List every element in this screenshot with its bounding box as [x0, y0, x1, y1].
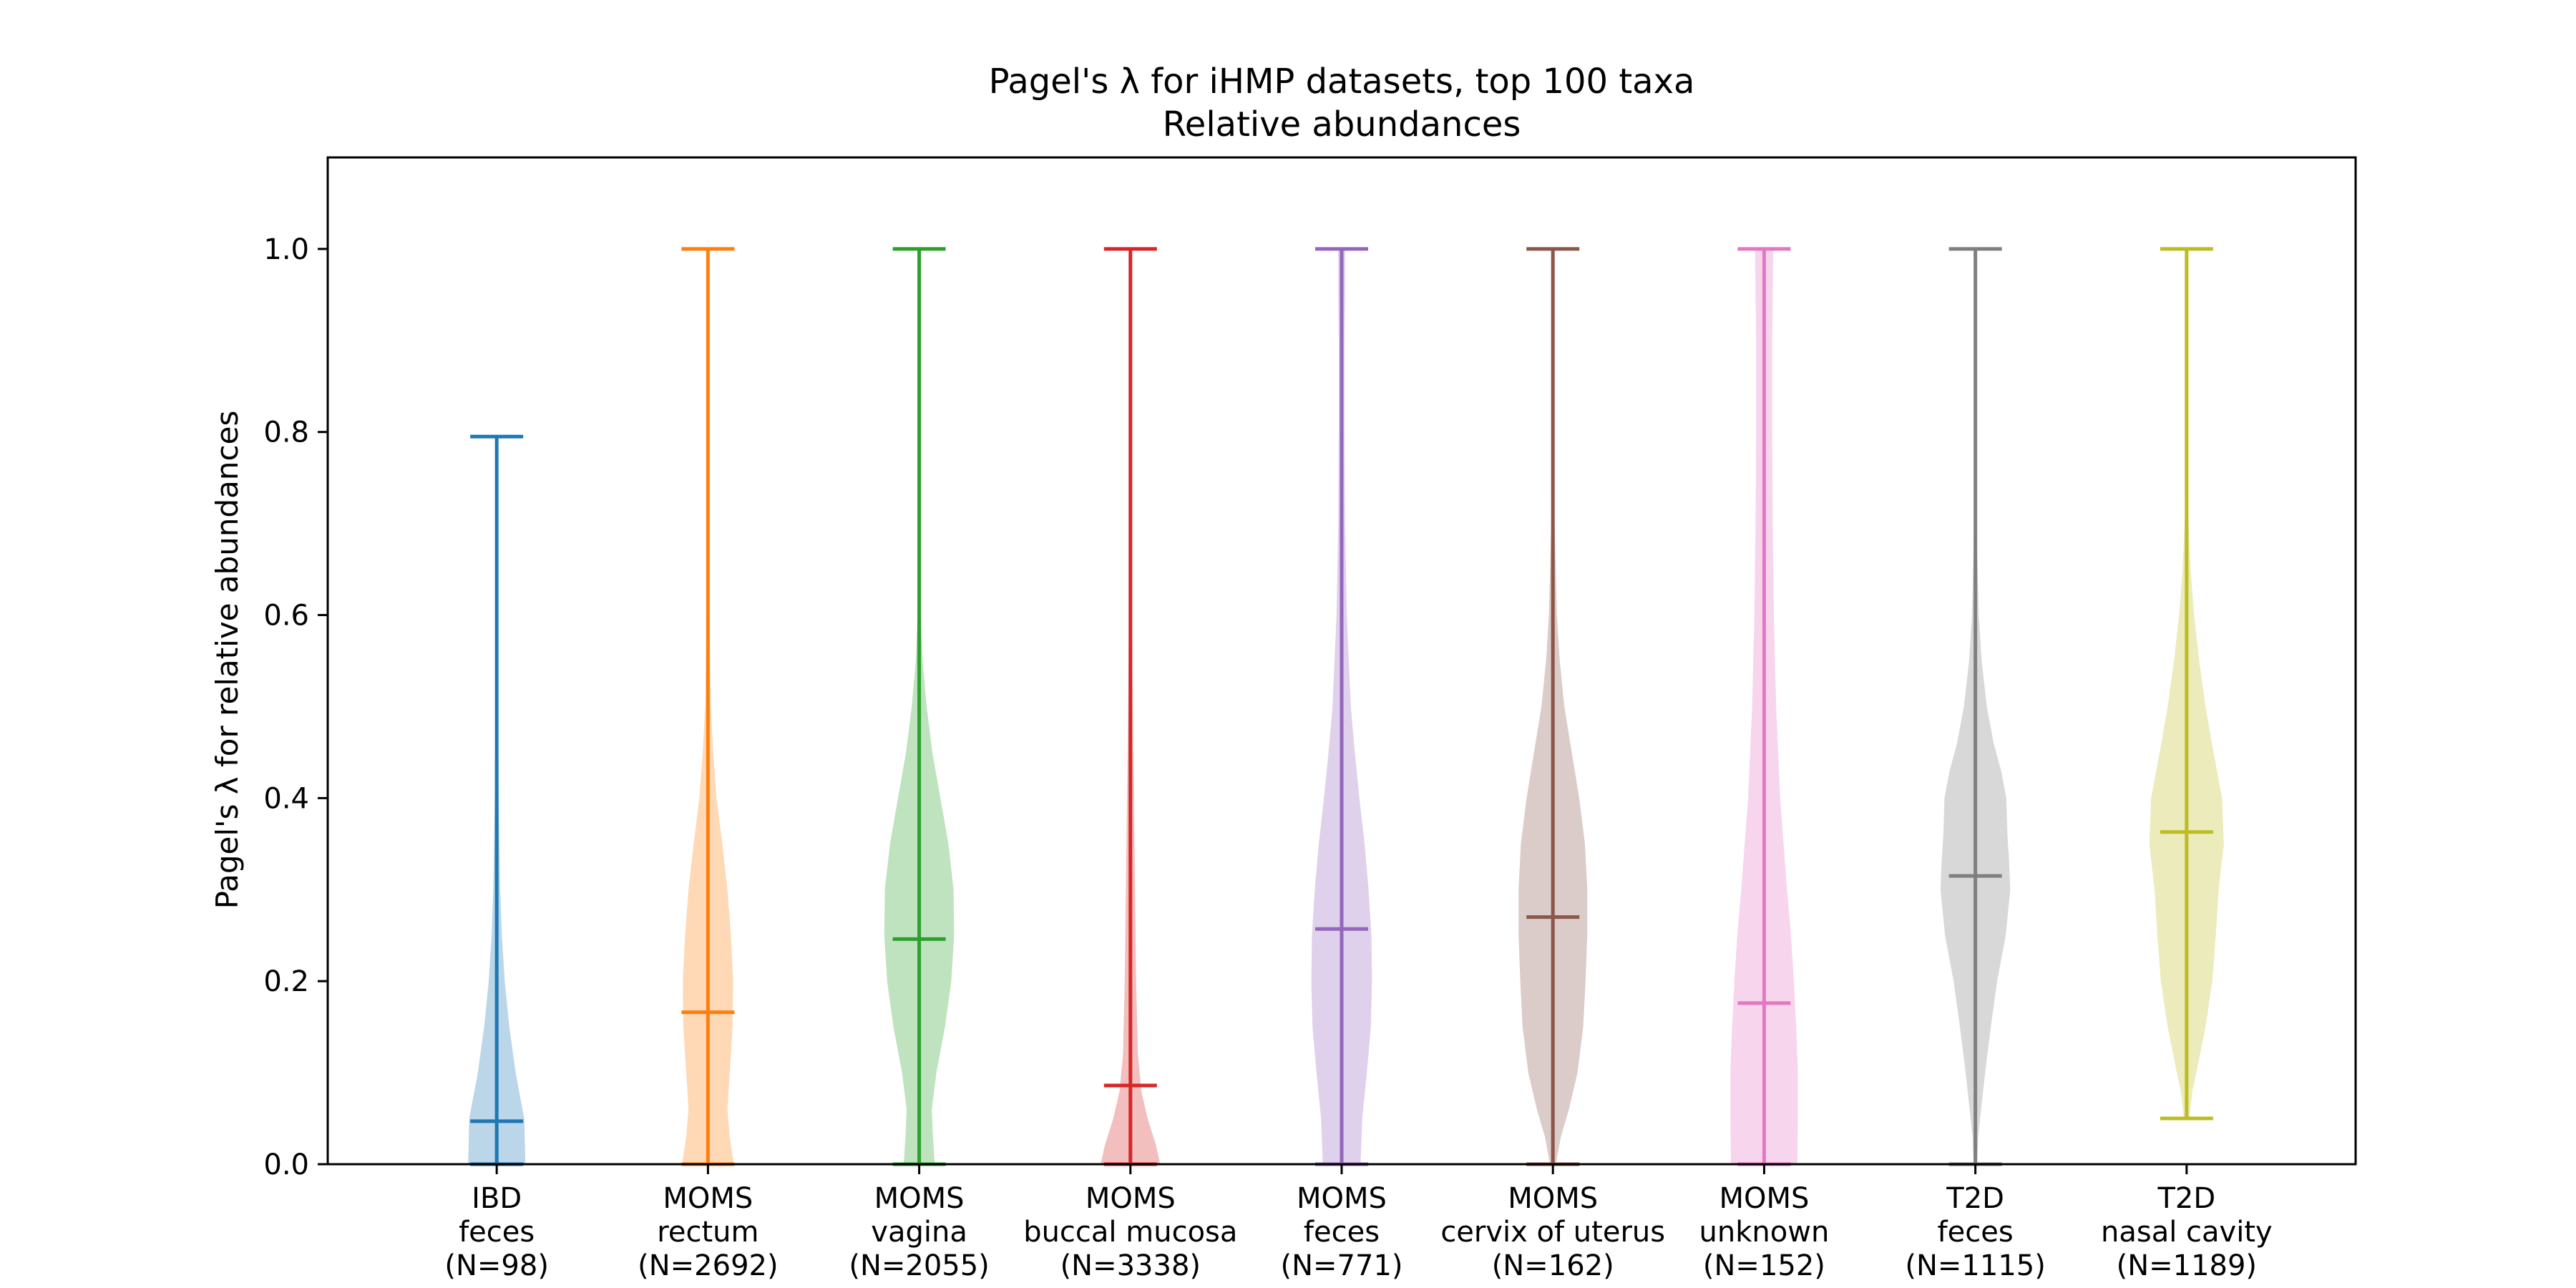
x-tick-label: nasal cavity: [2101, 1216, 2273, 1249]
x-tick-label: MOMS: [1508, 1182, 1598, 1215]
chart-title: Pagel's λ for iHMP datasets, top 100 tax…: [989, 62, 1695, 102]
x-tick-label: rectum: [657, 1216, 758, 1249]
y-tick-label: 0.6: [263, 600, 309, 633]
x-tick-label: feces: [1938, 1216, 2014, 1249]
x-tick-label: IBD: [472, 1182, 522, 1215]
x-tick-label: MOMS: [1085, 1182, 1176, 1215]
x-tick-label: buccal mucosa: [1023, 1216, 1237, 1249]
x-tick-label: (N=2692): [638, 1249, 778, 1282]
y-tick-label: 0.2: [263, 965, 309, 998]
violin-7: [1940, 247, 2011, 1166]
x-tick-label: (N=3338): [1060, 1249, 1201, 1282]
x-tick-label: MOMS: [663, 1182, 753, 1215]
x-tick-label: feces: [1304, 1216, 1380, 1249]
x-axis-ticks: IBDfeces(N=98)MOMSrectum(N=2692)MOMSvagi…: [444, 1164, 2273, 1282]
plot-frame: [326, 156, 2357, 1166]
x-tick-label: (N=1189): [2117, 1249, 2257, 1282]
y-tick-label: 1.0: [263, 233, 309, 266]
y-axis-ticks: 0.0 0.2 0.4 0.6 0.8 1.0: [263, 233, 328, 1181]
x-tick-label: (N=98): [444, 1249, 549, 1282]
x-tick-label: MOMS: [1719, 1182, 1809, 1215]
violin-4: [1311, 247, 1372, 1166]
x-tick-label: (N=2055): [849, 1249, 989, 1282]
y-tick-label: 0.8: [263, 416, 309, 449]
x-tick-label: feces: [459, 1216, 535, 1249]
violin-8: [2149, 247, 2224, 1121]
x-tick-label: cervix of uterus: [1440, 1216, 1665, 1249]
x-tick-label: (N=162): [1492, 1249, 1614, 1282]
x-tick-label: T2D: [2157, 1182, 2215, 1215]
chart-subtitle: Relative abundances: [1163, 104, 1521, 145]
y-axis-label: Pagel's λ for relative abundances: [210, 411, 245, 909]
x-tick-label: MOMS: [1297, 1182, 1387, 1215]
x-tick-label: unknown: [1699, 1216, 1830, 1249]
x-tick-label: vagina: [871, 1216, 967, 1249]
x-tick-label: (N=771): [1281, 1249, 1403, 1282]
x-tick-label: MOMS: [874, 1182, 965, 1215]
x-tick-label: (N=1115): [1905, 1249, 2045, 1282]
y-tick-label: 0.4: [263, 782, 309, 815]
violins-layer: [468, 247, 2224, 1166]
y-tick-label: 0.0: [263, 1148, 309, 1181]
x-tick-label: T2D: [1946, 1182, 2004, 1215]
x-tick-label: (N=152): [1703, 1249, 1825, 1282]
